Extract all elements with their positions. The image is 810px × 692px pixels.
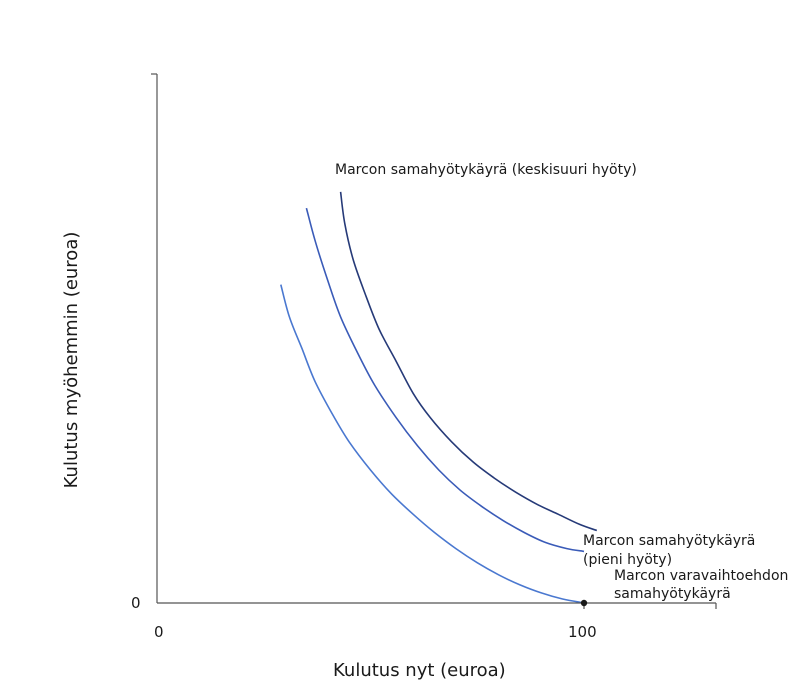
curves-group [280,191,598,604]
medium-utility-curve-label: Marcon samahyötykäyrä (keskisuuri hyöty) [335,162,637,178]
plot-area [151,73,717,609]
y-tick-label-0: 0 [131,594,141,612]
low-utility-curve-label-line2: (pieni hyöty) [583,552,672,568]
reservation-indifference-curve [280,284,585,604]
reservation-curve-label-line1: Marcon varavaihtoehdon [614,568,788,584]
low-indifference-curve [305,207,585,553]
x-axis-label: Kulutus nyt (euroa) [333,660,506,681]
reservation-point-marker [580,599,588,607]
reservation-curve-label-line2: samahyötykäyrä [614,586,731,602]
medium-indifference-curve [339,191,598,532]
x-tick-label-0: 0 [154,623,164,641]
x-tick-label-100: 100 [568,623,597,641]
y-axis-label: Kulutus myöhemmin (euroa) [61,232,82,489]
low-utility-curve-label-line1: Marcon samahyötykäyrä [583,533,755,549]
